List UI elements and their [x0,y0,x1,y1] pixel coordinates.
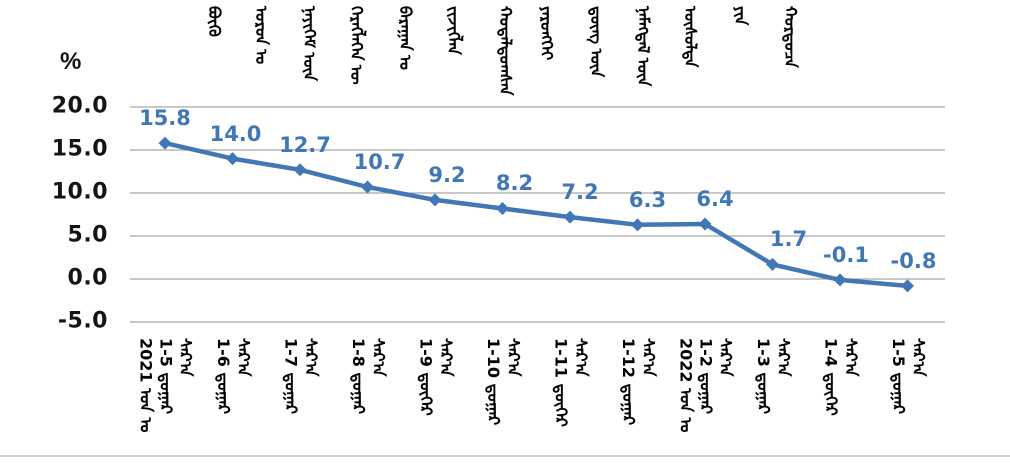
data-point-marker [766,257,779,271]
y-tick-label: -5.0 [57,308,108,334]
chart-title-word: ᠥᠰᠦᠯᠲᠡ [681,6,698,68]
x-tick-column: ᠰᠠᠷ᠎ᠠ [908,338,928,377]
y-tick-label: 10.0 [51,179,108,205]
x-tick-label: 2022 ᠣᠨ ᠤ 1-2 ᠳ᠋ᠤᠭᠠᠷ ᠰᠠᠷ᠎ᠠ [676,338,736,433]
chart-title-word: ᠪᠦᠬᠦ [205,6,222,37]
data-label: 14.0 [209,121,262,146]
x-tick-column: 1-4 ᠳ᠋ᠦᠭᠡᠷ [821,338,841,416]
chart-title-word: ᠨᠡᠶᠢᠭᠡᠮ ᠦᠨ [300,6,317,81]
chart-title-word: ᠬᠤᠷᠳᠤᠴᠠ [781,6,798,68]
data-point-marker [901,279,914,293]
x-tick-column: 1-2 ᠳ᠋ᠤᠭᠠᠷ [696,338,716,415]
x-tick-column: 2021 ᠣᠨ ᠤ [136,338,156,433]
data-point-marker [293,163,307,177]
x-tick-column: ᠰᠠᠷ᠎ᠠ [503,338,523,377]
x-tick-column: 1-10 ᠳ᠋ᠤᠭᠠᠷ [484,338,503,426]
chart-title-word: ᠬᠡᠷᠡᠭᠯᠡᠭᠡᠨ ᠦ [347,6,364,85]
data-point-marker [226,152,239,166]
data-point-marker [698,217,712,231]
series-line [162,140,910,289]
x-tick-column: ᠰᠠᠷ᠎ᠠ [436,338,456,377]
chart-title-word: ᠶᠡᠷᠦᠩᠬᠡᠢ [537,6,554,61]
y-axis-unit-label: % [60,48,82,75]
data-label: 9.2 [428,162,466,187]
data-label: 6.4 [696,186,734,211]
data-label: 12.7 [279,132,331,157]
x-tick-column: 1-8 ᠳ᠋ᠤᠭᠠᠷ [349,338,368,415]
x-tick-label: 1-3 ᠳ᠋ᠤᠭᠠᠷ ᠰᠠᠷ᠎ᠠ [754,338,793,415]
data-label: 1.7 [769,227,808,252]
chart-title-word: ᠣᠷᠣᠨ ᠤ [252,6,269,65]
x-tick-label: 1-11 ᠳ᠋ᠦᠭᠡᠷ ᠰᠠᠷ᠎ᠠ [551,338,591,427]
chart-title-word: ᠨᠡᠮᠡᠭᠳᠡᠯ ᠦᠨ [634,6,651,87]
x-tick-label: 1-12 ᠳ᠋ᠤᠭᠠᠷ ᠰᠠᠷ᠎ᠠ [619,338,658,426]
x-tick-column: ᠰᠠᠷ᠎ᠠ [571,338,591,377]
x-tick-column: ᠰᠠᠷ᠎ᠠ [638,338,658,377]
data-label: 10.7 [353,149,406,174]
x-tick-label: 2021 ᠣᠨ ᠤ 1-5 ᠳ᠋ᠤᠭᠠᠷ ᠰᠠᠷ᠎ᠠ [136,338,196,433]
y-tick-label: 0.0 [67,265,108,291]
x-tick-column: 1-7 ᠳ᠋ᠤᠭᠠᠷ [281,338,301,415]
data-point-marker [496,201,509,215]
y-tick-label: 5.0 [67,222,108,248]
data-point-marker [833,273,847,287]
x-tick-column: 1-5 ᠳ᠋ᠤᠭᠠᠷ [156,338,176,415]
x-tick-column: ᠰᠠᠷ᠎ᠠ [176,338,196,377]
data-point-marker [361,180,374,194]
x-tick-column: ᠰᠠᠷ᠎ᠠ [233,338,253,377]
y-tick-label: 15.0 [51,136,108,162]
data-label: 7.2 [561,180,599,205]
x-tick-column: ᠰᠠᠷ᠎ᠠ [773,338,793,377]
x-tick-column: 1-5 ᠳ᠋ᠤᠭᠠᠷ [889,338,908,415]
x-tick-column: 1-6 ᠳ᠋ᠤᠭᠠᠷ [214,338,233,415]
x-tick-column: 2022 ᠣᠨ ᠤ [676,338,696,433]
x-tick-column: 1-12 ᠳ᠋ᠤᠭᠠᠷ [619,338,638,426]
x-tick-label: 1-6 ᠳ᠋ᠤᠭᠠᠷ ᠰᠠᠷ᠎ᠠ [214,338,253,415]
x-tick-label: 1-9 ᠳ᠋ᠦᠭᠡᠷ ᠰᠠᠷ᠎ᠠ [416,338,456,416]
data-label: 8.2 [495,171,534,196]
chart-title-word: ᠵᠢᠵᠢᠭᠯᠡᠨ [444,6,461,55]
data-label: 6.3 [628,187,667,212]
chart-title-word: ᠪᠠᠷᠠᠭᠠᠨ ᠤ [396,6,413,70]
x-tick-label: 1-10 ᠳ᠋ᠤᠭᠠᠷ ᠰᠠᠷ᠎ᠠ [484,338,523,426]
plot-area [130,106,945,323]
bottom-divider [0,455,1010,457]
data-label: -0.1 [823,242,869,267]
chart-title-word: ᠳ᠋ᠦᠩ ᠦᠨ [587,6,604,78]
data-point-marker [428,193,442,207]
data-label: -0.8 [890,248,937,273]
x-tick-column: ᠰᠠᠷ᠎ᠠ [301,338,321,377]
data-point-marker [158,136,172,150]
chart-title-word: ᠶᠢᠨ [731,6,748,26]
x-tick-column: ᠰᠠᠷ᠎ᠠ [841,338,861,377]
x-tick-label: 1-4 ᠳ᠋ᠦᠭᠡᠷ ᠰᠠᠷ᠎ᠠ [821,338,861,416]
y-tick-label: 20.0 [51,93,108,119]
data-point-marker [563,210,577,224]
chart-title-word: ᠬᠤᠳᠠᠯᠳᠤᠭᠰᠠᠨ [496,6,513,96]
x-tick-column: 1-9 ᠳ᠋ᠦᠭᠡᠷ [416,338,436,416]
x-tick-label: 1-7 ᠳ᠋ᠤᠭᠠᠷ ᠰᠠᠷ᠎ᠠ [281,338,321,415]
x-tick-column: 1-3 ᠳ᠋ᠤᠭᠠᠷ [754,338,773,415]
x-tick-column: ᠰᠠᠷ᠎ᠠ [716,338,736,377]
data-point-marker [631,218,644,232]
x-tick-column: ᠰᠠᠷ᠎ᠠ [368,338,388,377]
x-tick-label: 1-5 ᠳ᠋ᠤᠭᠠᠷ ᠰᠠᠷ᠎ᠠ [889,338,928,415]
x-tick-column: 1-11 ᠳ᠋ᠦᠭᠡᠷ [551,338,571,427]
x-tick-label: 1-8 ᠳ᠋ᠤᠭᠠᠷ ᠰᠠᠷ᠎ᠠ [349,338,388,415]
data-label: 15.8 [139,106,191,131]
